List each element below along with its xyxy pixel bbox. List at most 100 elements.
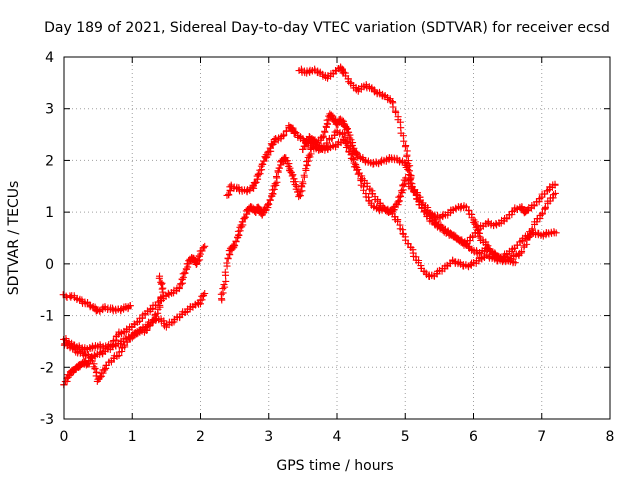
data-point xyxy=(394,217,402,225)
data-point xyxy=(296,188,304,196)
series-track-3 xyxy=(60,272,167,389)
data-point xyxy=(319,132,327,140)
data-point xyxy=(263,201,271,209)
data-point xyxy=(272,173,280,181)
y-tick-label: -2 xyxy=(40,360,54,376)
x-tick-label: 0 xyxy=(60,429,69,445)
data-point xyxy=(260,157,268,165)
data-point xyxy=(178,275,186,283)
x-axis-label: GPS time / hours xyxy=(276,458,393,474)
data-point xyxy=(400,137,408,145)
data-point xyxy=(158,285,166,293)
data-point xyxy=(473,222,481,230)
data-point xyxy=(342,144,350,151)
data-point xyxy=(339,135,347,143)
data-point xyxy=(198,247,206,255)
data-point xyxy=(551,180,559,188)
y-tick-labels: -3 -2 -1 0 1 2 3 4 xyxy=(40,50,54,428)
series-track-5 xyxy=(217,110,560,304)
data-point xyxy=(285,162,293,170)
data-point xyxy=(258,160,266,168)
data-point xyxy=(240,215,248,223)
x-tick-label: 4 xyxy=(333,429,342,445)
data-point xyxy=(222,277,230,285)
data-point xyxy=(192,260,200,268)
data-point xyxy=(394,198,402,206)
data-point xyxy=(291,181,299,189)
x-tick-label: 1 xyxy=(128,429,137,445)
data-point xyxy=(126,302,134,310)
data-point xyxy=(392,108,400,116)
x-tick-label: 3 xyxy=(264,429,273,445)
x-tick-label: 6 xyxy=(469,429,478,445)
x-tick-label: 2 xyxy=(196,429,205,445)
data-point xyxy=(241,213,249,221)
data-point xyxy=(59,291,67,299)
data-point xyxy=(201,242,209,250)
data-point xyxy=(401,143,409,151)
data-point xyxy=(100,366,108,374)
y-tick-label: 1 xyxy=(45,205,54,221)
data-point xyxy=(552,229,560,237)
data-point xyxy=(275,164,283,172)
ticks xyxy=(63,56,611,420)
data-point xyxy=(199,244,207,252)
data-point xyxy=(217,290,225,298)
data-point xyxy=(396,192,404,200)
data-point xyxy=(551,189,559,197)
data-point xyxy=(175,284,183,292)
data-point xyxy=(404,157,412,165)
data-point xyxy=(252,178,260,186)
y-tick-label: 2 xyxy=(45,153,54,169)
data-point xyxy=(321,127,329,135)
data-point xyxy=(220,281,228,289)
data-point xyxy=(299,178,307,186)
data-point xyxy=(157,278,165,286)
data-point xyxy=(542,203,549,211)
data-point xyxy=(159,284,167,292)
y-tick-label: 4 xyxy=(45,50,54,66)
data-point xyxy=(346,134,354,142)
x-tick-label: 7 xyxy=(537,429,546,445)
data-point xyxy=(403,152,411,160)
data-point xyxy=(199,291,207,299)
data-point xyxy=(224,254,232,262)
data-point xyxy=(195,252,203,260)
data-point xyxy=(389,103,397,111)
data-point xyxy=(157,293,165,301)
x-tick-labels: 0 1 2 3 4 5 6 7 8 xyxy=(60,429,615,445)
series-track-6 xyxy=(223,122,519,281)
data-point xyxy=(538,209,546,217)
data-point xyxy=(181,269,189,277)
data-point xyxy=(404,165,412,173)
data-point xyxy=(528,225,536,233)
data-point xyxy=(302,165,310,173)
data-point xyxy=(82,361,90,369)
x-tick-label: 5 xyxy=(401,429,410,445)
data-point xyxy=(182,265,190,273)
data-point xyxy=(156,301,164,309)
data-points xyxy=(59,63,560,389)
y-tick-label: -1 xyxy=(40,309,54,325)
data-point xyxy=(397,187,405,195)
data-point xyxy=(230,241,238,249)
data-point xyxy=(219,285,227,293)
data-point xyxy=(232,237,240,245)
data-point xyxy=(91,365,99,373)
data-point xyxy=(238,218,246,226)
data-point xyxy=(272,181,280,189)
data-point xyxy=(223,259,231,267)
data-point xyxy=(265,200,273,208)
data-point xyxy=(399,181,407,189)
data-point xyxy=(305,151,313,159)
data-point xyxy=(266,196,274,204)
data-point xyxy=(96,373,104,381)
y-tick-label: 3 xyxy=(45,102,54,118)
y-axis-label: SDTVAR / TECUs xyxy=(6,181,22,296)
data-point xyxy=(306,153,314,161)
data-point xyxy=(299,145,307,153)
x-tick-label: 8 xyxy=(606,429,615,445)
data-point xyxy=(340,68,348,76)
data-point xyxy=(292,129,300,137)
